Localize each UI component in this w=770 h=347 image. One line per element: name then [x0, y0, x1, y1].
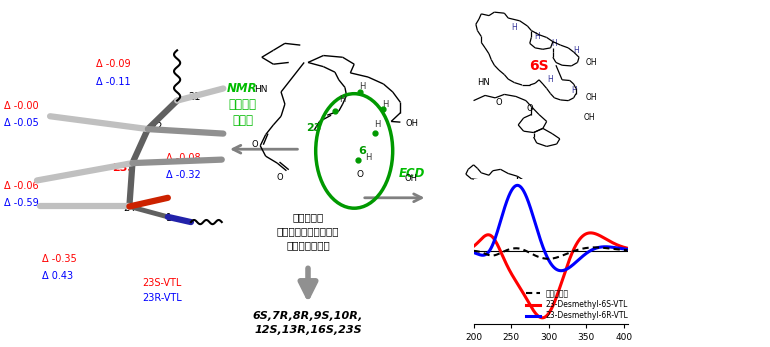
Text: HN: HN: [479, 231, 492, 240]
Text: H: H: [374, 120, 380, 129]
Text: 23S: 23S: [112, 163, 135, 173]
Text: 23R-VTL: 23R-VTL: [142, 294, 182, 303]
Text: H: H: [551, 39, 557, 48]
Text: H: H: [359, 82, 365, 91]
Text: H: H: [382, 100, 388, 109]
Text: 1: 1: [166, 213, 172, 223]
Text: ECD: ECD: [399, 167, 425, 180]
Text: OH: OH: [584, 113, 595, 122]
Text: Δ -0.08: Δ -0.08: [166, 153, 200, 163]
Legend: 実験データ, 23-Desmethyl-6S-VTL, 23-Desmethyl-6R-VTL: 実験データ, 23-Desmethyl-6S-VTL, 23-Desmethyl…: [523, 286, 631, 323]
Text: 22: 22: [150, 122, 162, 132]
Text: H: H: [532, 193, 538, 202]
Text: H: H: [340, 95, 346, 104]
Text: Δ -0.11: Δ -0.11: [96, 77, 131, 86]
Text: H: H: [511, 23, 517, 32]
Text: OH: OH: [585, 58, 597, 67]
Text: H: H: [550, 200, 556, 209]
Text: HN: HN: [254, 85, 268, 94]
Text: HN: HN: [477, 78, 490, 87]
Text: H: H: [546, 228, 552, 237]
Text: 6R: 6R: [529, 213, 549, 227]
Text: O: O: [276, 173, 283, 182]
Text: Δ -0.00: Δ -0.00: [4, 101, 39, 111]
Text: H: H: [573, 237, 579, 246]
Text: Δ -0.35: Δ -0.35: [42, 254, 77, 263]
Text: O: O: [527, 256, 533, 265]
Text: O: O: [496, 98, 502, 107]
Text: 報告された
ヴァーティシラクタム
の相対立体構造: 報告された ヴァーティシラクタム の相対立体構造: [276, 212, 340, 250]
Text: Δ -0.05: Δ -0.05: [4, 118, 39, 128]
Text: O: O: [527, 104, 533, 113]
Text: OH: OH: [585, 93, 597, 102]
Text: O: O: [496, 249, 502, 259]
Text: O: O: [251, 140, 258, 149]
Text: 23S-VTL: 23S-VTL: [142, 278, 182, 288]
Text: H: H: [547, 75, 554, 84]
Text: Δ 0.43: Δ 0.43: [42, 271, 73, 281]
Text: OH: OH: [404, 174, 417, 183]
Text: H: H: [365, 153, 371, 162]
Text: H: H: [534, 32, 541, 41]
Text: OH: OH: [584, 275, 595, 284]
Text: Δ -0.09: Δ -0.09: [96, 59, 131, 69]
Text: 21: 21: [189, 92, 201, 102]
Text: OH: OH: [406, 119, 419, 128]
Text: 6S: 6S: [529, 59, 549, 73]
Text: H: H: [573, 46, 579, 55]
Text: Δ -0.59: Δ -0.59: [4, 198, 39, 208]
Text: Δ -0.32: Δ -0.32: [166, 170, 200, 180]
Text: Δ -0.06: Δ -0.06: [4, 181, 39, 191]
Text: .OH: .OH: [584, 246, 598, 255]
Text: 6: 6: [358, 146, 366, 156]
Text: H: H: [571, 86, 577, 95]
Text: NMR
ケミカル
シフト: NMR ケミカル シフト: [227, 82, 258, 127]
Text: O: O: [357, 170, 364, 179]
Text: 6S,7R,8R,9S,10R,
12S,13R,16S,23S: 6S,7R,8R,9S,10R, 12S,13R,16S,23S: [253, 311, 363, 335]
Text: H: H: [573, 207, 579, 216]
Text: 23: 23: [306, 124, 322, 133]
Text: 24: 24: [123, 203, 136, 213]
